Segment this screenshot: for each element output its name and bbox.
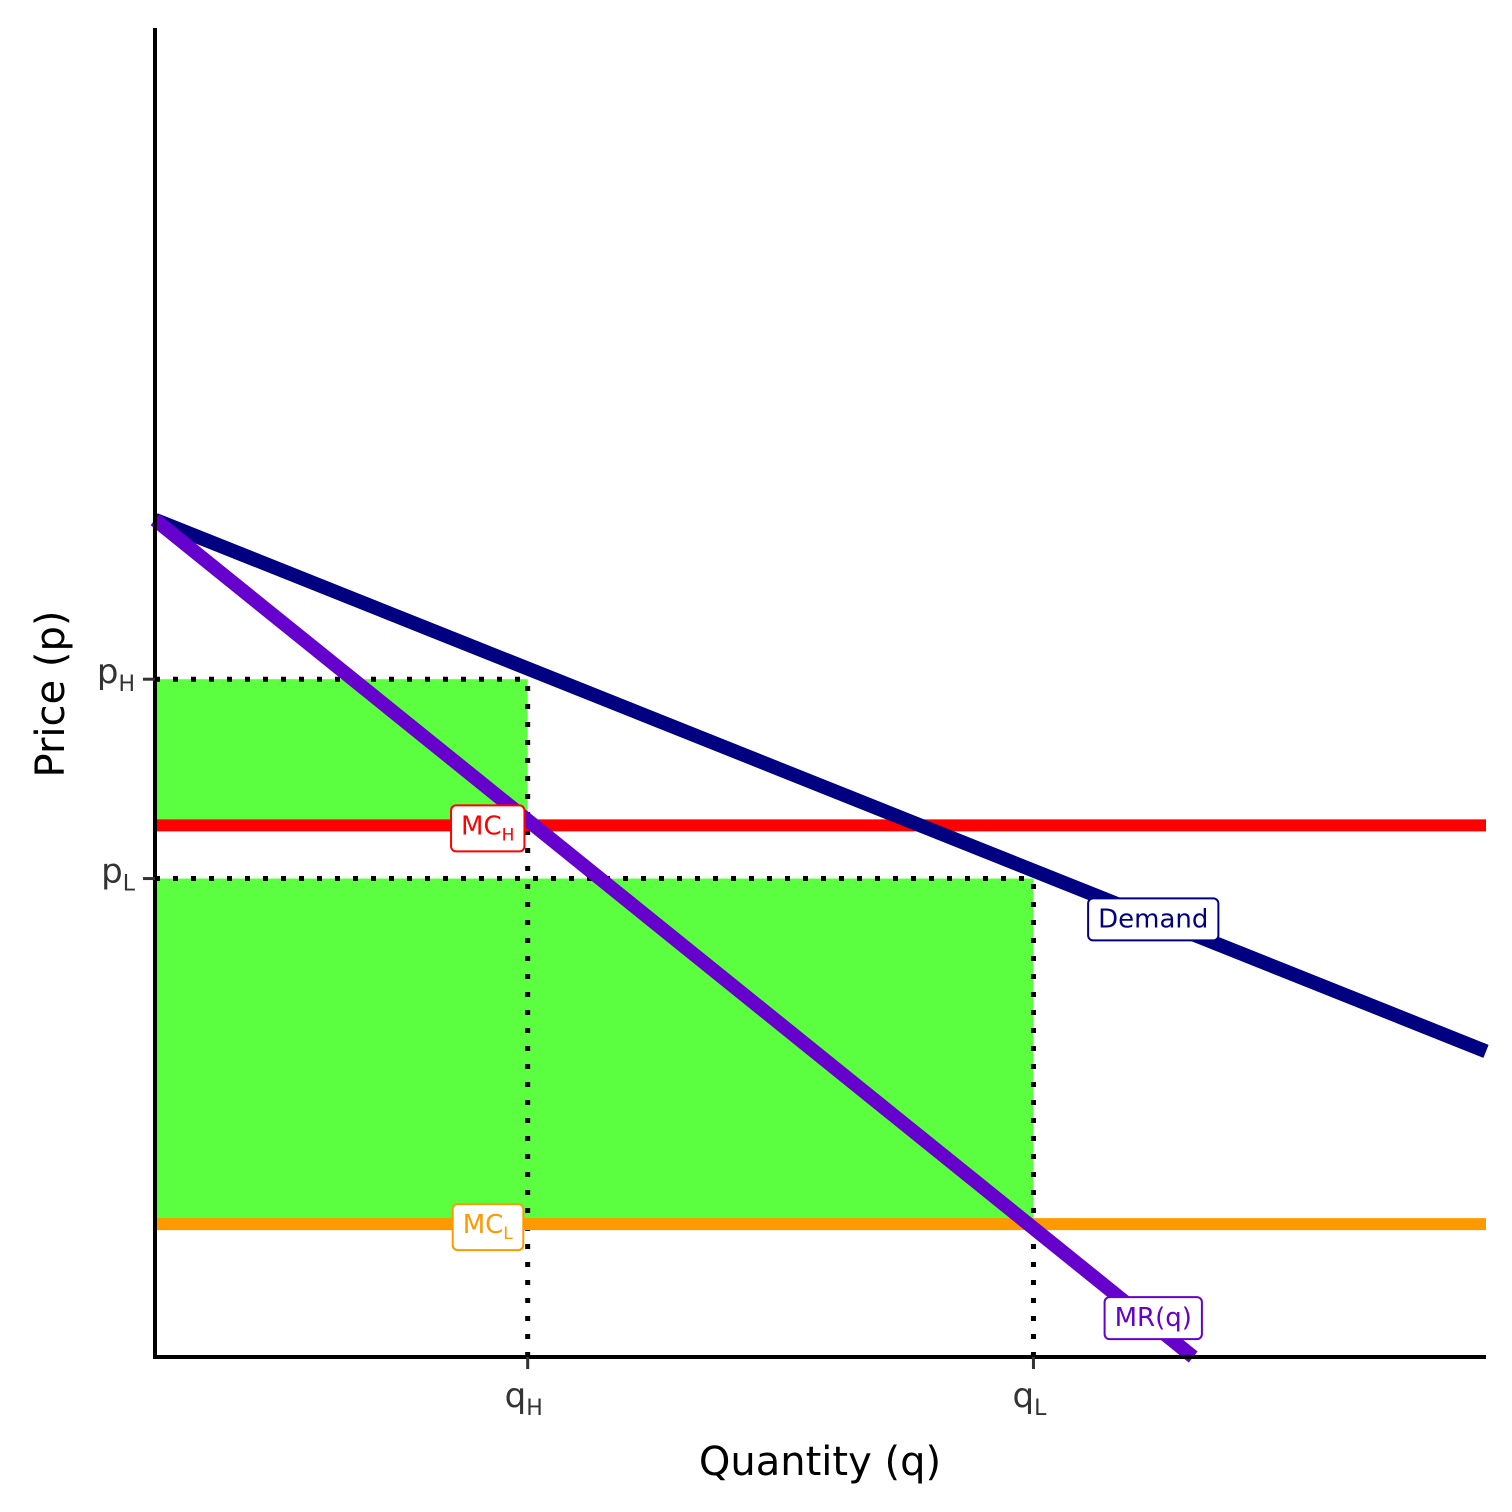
guide-lines <box>155 676 1036 1357</box>
y-tick-label-pH: pH <box>97 652 135 697</box>
shaded-area-2 <box>155 878 1034 1225</box>
y-tick-label-pL: pL <box>101 852 136 897</box>
x-axis-title: Quantity (q) <box>699 1439 941 1485</box>
curve-labels: MCH MCL Demand MR(q) <box>450 804 1220 1341</box>
curve-demand <box>152 513 1489 1058</box>
curve-mr-q <box>150 514 1198 1363</box>
svg-text:MCH: MCH <box>461 811 514 845</box>
label-mc-l: MCL <box>451 1203 525 1252</box>
y-axis-title: Price (p) <box>28 611 74 778</box>
shaded-areas <box>155 679 1034 1225</box>
svg-text:MR(q): MR(q) <box>1115 1303 1192 1333</box>
shaded-area-1 <box>155 679 528 826</box>
label-mc-h: MCH <box>450 804 526 853</box>
x-tick-label-qL: qL <box>1013 1376 1048 1421</box>
svg-text:Demand: Demand <box>1098 904 1208 934</box>
label-mr-q: MR(q) <box>1103 1296 1203 1341</box>
label-demand: Demand <box>1087 897 1220 942</box>
axes <box>153 28 1486 1359</box>
x-tick-label-qH: qH <box>505 1376 543 1421</box>
curves <box>150 513 1489 1363</box>
